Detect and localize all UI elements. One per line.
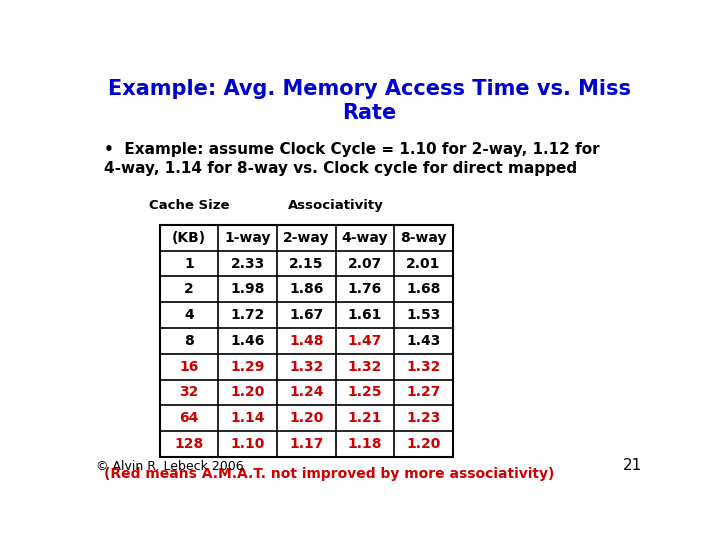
Text: 2.15: 2.15 bbox=[289, 256, 323, 271]
Text: 1.47: 1.47 bbox=[348, 334, 382, 348]
Text: 21: 21 bbox=[624, 458, 642, 473]
Text: Example: Avg. Memory Access Time vs. Miss
Rate: Example: Avg. Memory Access Time vs. Mis… bbox=[107, 79, 631, 123]
Text: (KB): (KB) bbox=[172, 231, 206, 245]
Text: 32: 32 bbox=[179, 386, 199, 400]
Text: 1.86: 1.86 bbox=[289, 282, 323, 296]
Text: 2.07: 2.07 bbox=[348, 256, 382, 271]
Text: Cache Size: Cache Size bbox=[149, 199, 229, 212]
Text: 16: 16 bbox=[179, 360, 199, 374]
Text: 1.14: 1.14 bbox=[230, 411, 265, 425]
Text: 1.76: 1.76 bbox=[348, 282, 382, 296]
Text: 2-way: 2-way bbox=[283, 231, 330, 245]
Text: 1.46: 1.46 bbox=[230, 334, 265, 348]
Text: 1.29: 1.29 bbox=[230, 360, 265, 374]
Text: •  Example: assume Clock Cycle = 1.10 for 2-way, 1.12 for
4-way, 1.14 for 8-way : • Example: assume Clock Cycle = 1.10 for… bbox=[104, 141, 600, 176]
Text: 1.32: 1.32 bbox=[348, 360, 382, 374]
Text: Associativity: Associativity bbox=[288, 199, 383, 212]
Text: 2: 2 bbox=[184, 282, 194, 296]
Text: 1.72: 1.72 bbox=[230, 308, 265, 322]
Text: 1.68: 1.68 bbox=[406, 282, 441, 296]
Text: 1.67: 1.67 bbox=[289, 308, 323, 322]
Text: 4-way: 4-way bbox=[341, 231, 388, 245]
Text: 1.98: 1.98 bbox=[230, 282, 265, 296]
Text: 8-way: 8-way bbox=[400, 231, 446, 245]
Text: © Alvin R. Lebeck 2006: © Alvin R. Lebeck 2006 bbox=[96, 460, 243, 473]
Text: 128: 128 bbox=[174, 437, 204, 451]
Text: 1.17: 1.17 bbox=[289, 437, 323, 451]
Text: 1.32: 1.32 bbox=[289, 360, 323, 374]
Text: 1.18: 1.18 bbox=[348, 437, 382, 451]
Text: (Red means A.M.A.T. not improved by more associativity): (Red means A.M.A.T. not improved by more… bbox=[104, 467, 554, 481]
Text: 1.61: 1.61 bbox=[348, 308, 382, 322]
Text: 1: 1 bbox=[184, 256, 194, 271]
Text: 64: 64 bbox=[179, 411, 199, 425]
Text: 1.20: 1.20 bbox=[289, 411, 323, 425]
Text: 4: 4 bbox=[184, 308, 194, 322]
Text: 8: 8 bbox=[184, 334, 194, 348]
Text: 1.48: 1.48 bbox=[289, 334, 323, 348]
Text: 1.20: 1.20 bbox=[230, 386, 265, 400]
Text: 1.21: 1.21 bbox=[348, 411, 382, 425]
Text: 1.24: 1.24 bbox=[289, 386, 323, 400]
Text: 1.32: 1.32 bbox=[406, 360, 441, 374]
Text: 1.27: 1.27 bbox=[406, 386, 441, 400]
Text: 2.01: 2.01 bbox=[406, 256, 441, 271]
Bar bbox=[160, 225, 453, 457]
Text: 1.25: 1.25 bbox=[348, 386, 382, 400]
Text: 1.20: 1.20 bbox=[406, 437, 441, 451]
Text: 1.23: 1.23 bbox=[406, 411, 441, 425]
Text: 1.53: 1.53 bbox=[406, 308, 441, 322]
Text: 1-way: 1-way bbox=[225, 231, 271, 245]
Text: 2.33: 2.33 bbox=[230, 256, 265, 271]
Text: 1.10: 1.10 bbox=[230, 437, 265, 451]
Text: 1.43: 1.43 bbox=[406, 334, 441, 348]
